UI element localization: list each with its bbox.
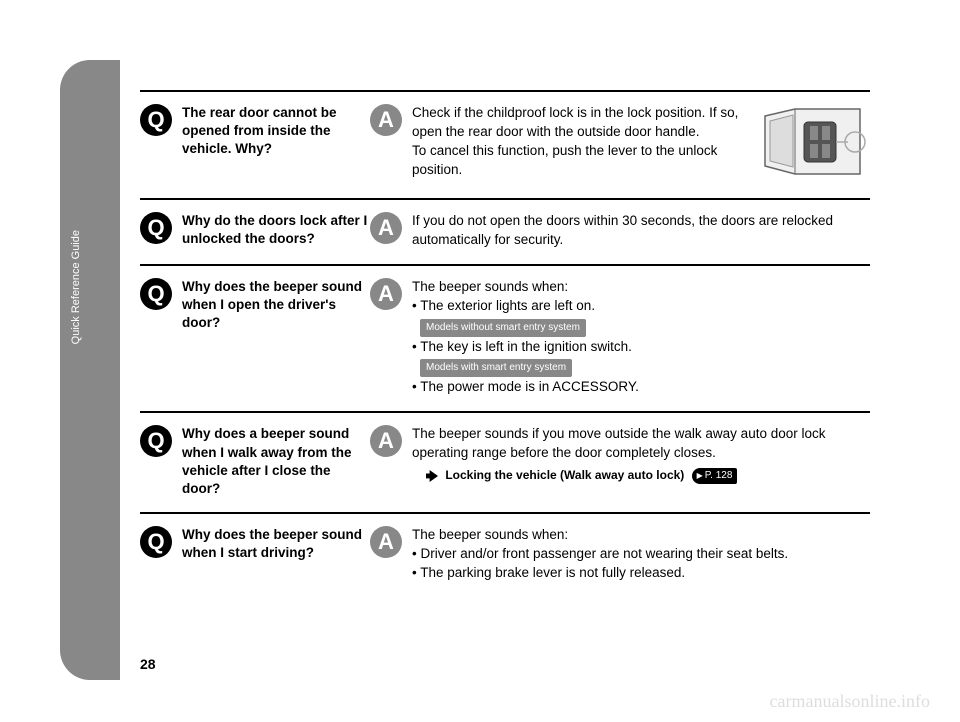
side-band: [60, 60, 120, 680]
ref-page-pill: P. 128: [692, 468, 738, 484]
a-badge: A: [370, 104, 402, 136]
side-tab-label: Quick Reference Guide: [70, 230, 82, 344]
cross-reference: Locking the vehicle (Walk away auto lock…: [412, 467, 870, 484]
model-tag: Models without smart entry system: [420, 319, 586, 337]
q-badge: Q: [140, 526, 172, 558]
qa-row: Q Why does the beeper sound when I open …: [140, 264, 870, 412]
qa-row: Q Why does the beeper sound when I start…: [140, 512, 870, 597]
question-col: Q The rear door cannot be opened from in…: [140, 104, 370, 184]
childproof-lock-illustration: [760, 104, 870, 184]
answer-text: Check if the childproof lock is in the l…: [412, 104, 750, 184]
a-badge: A: [370, 526, 402, 558]
manual-page: Quick Reference Guide Q The rear door ca…: [0, 0, 960, 722]
answer-text: If you do not open the doors within 30 s…: [412, 212, 870, 250]
answer-line: Check if the childproof lock is in the l…: [412, 104, 750, 142]
answer-bullet: The parking brake lever is not fully rel…: [412, 564, 788, 583]
q-badge: Q: [140, 104, 172, 136]
question-text: Why do the doors lock after I unlocked t…: [182, 212, 370, 250]
answer-bullet: The exterior lights are left on.: [412, 297, 639, 316]
answer-bullet: The power mode is in ACCESSORY.: [412, 378, 639, 397]
a-badge: A: [370, 212, 402, 244]
watermark: carmanualsonline.info: [770, 691, 930, 712]
ref-text: Locking the vehicle (Walk away auto lock…: [445, 468, 684, 482]
qa-row: Q The rear door cannot be opened from in…: [140, 90, 870, 198]
question-col: Q Why do the doors lock after I unlocked…: [140, 212, 370, 250]
qa-row: Q Why does a beeper sound when I walk aw…: [140, 411, 870, 512]
answer-text: The beeper sounds when: Driver and/or fr…: [412, 526, 788, 583]
question-text: Why does a beeper sound when I walk away…: [182, 425, 370, 498]
answer-text: The beeper sounds if you move outside th…: [412, 425, 870, 498]
answer-line: To cancel this function, push the lever …: [412, 142, 750, 180]
question-col: Q Why does the beeper sound when I open …: [140, 278, 370, 398]
answer-text: The beeper sounds when: The exterior lig…: [412, 278, 639, 398]
answer-intro: The beeper sounds when:: [412, 278, 639, 297]
answer-col: A The beeper sounds if you move outside …: [370, 425, 870, 498]
qa-row: Q Why do the doors lock after I unlocked…: [140, 198, 870, 264]
answer-col: A If you do not open the doors within 30…: [370, 212, 870, 250]
page-number: 28: [140, 656, 156, 672]
answer-col: A Check if the childproof lock is in the…: [370, 104, 870, 184]
q-badge: Q: [140, 212, 172, 244]
answer-bullet: Driver and/or front passenger are not we…: [412, 545, 788, 564]
answer-intro: The beeper sounds when:: [412, 526, 788, 545]
q-badge: Q: [140, 425, 172, 457]
question-text: Why does the beeper sound when I open th…: [182, 278, 370, 398]
question-text: The rear door cannot be opened from insi…: [182, 104, 370, 184]
answer-line: The beeper sounds if you move outside th…: [412, 425, 870, 463]
ref-arrow-icon: [426, 470, 438, 482]
model-tag: Models with smart entry system: [420, 359, 572, 377]
answer-col: A The beeper sounds when: Driver and/or …: [370, 526, 870, 583]
q-badge: Q: [140, 278, 172, 310]
answer-line: If you do not open the doors within 30 s…: [412, 212, 870, 250]
question-text: Why does the beeper sound when I start d…: [182, 526, 370, 583]
a-badge: A: [370, 425, 402, 457]
question-col: Q Why does the beeper sound when I start…: [140, 526, 370, 583]
question-col: Q Why does a beeper sound when I walk aw…: [140, 425, 370, 498]
answer-col: A The beeper sounds when: The exterior l…: [370, 278, 870, 398]
content-area: Q The rear door cannot be opened from in…: [120, 60, 900, 680]
a-badge: A: [370, 278, 402, 310]
answer-bullet: The key is left in the ignition switch.: [412, 338, 639, 357]
